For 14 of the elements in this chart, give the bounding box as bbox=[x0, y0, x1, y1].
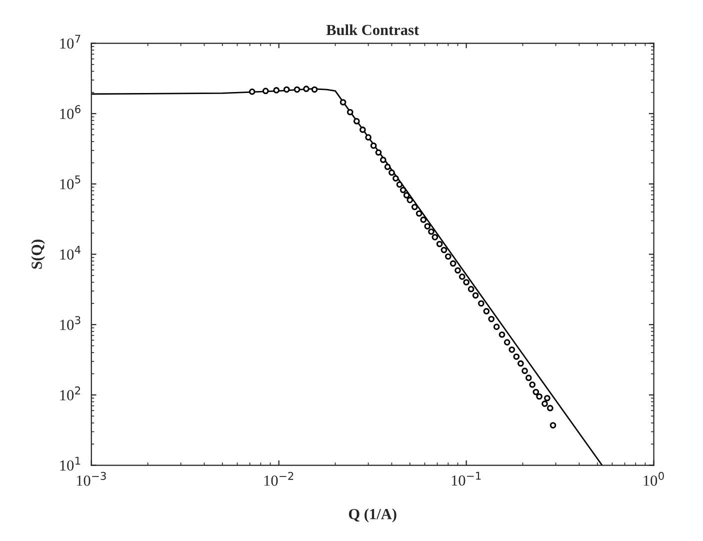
y-tick-label: 10$^{4}$ bbox=[60, 246, 81, 260]
y-tick-label: 10$^{3}$ bbox=[60, 316, 80, 330]
y-tick-label: 10$^{7}$ bbox=[60, 34, 80, 49]
x-tick-label: 10$^{0}$ bbox=[644, 472, 664, 486]
y-tick-label: 10$^{2}$ bbox=[60, 386, 80, 400]
x-tick-label: 10$^{−2}$ bbox=[264, 472, 294, 486]
chart-title: Bulk Contrast bbox=[326, 24, 419, 36]
x-tick-label: 10$^{−1}$ bbox=[452, 472, 481, 486]
y-tick-label: 10$^{5}$ bbox=[60, 176, 80, 190]
y-tick-label: 10$^{1}$ bbox=[60, 456, 80, 471]
y-axis-title: S(Q) bbox=[31, 240, 46, 269]
x-axis-title: Q (1/A) bbox=[348, 508, 396, 522]
x-tick-label: 10$^{−3}$ bbox=[76, 472, 106, 486]
y-tick-label: 10$^{6}$ bbox=[60, 105, 80, 120]
